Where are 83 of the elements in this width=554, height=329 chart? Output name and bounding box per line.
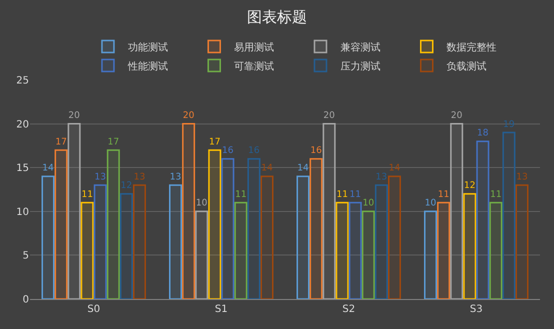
data-label: 11 [350, 190, 362, 200]
y-tick-label: 20 [16, 119, 29, 130]
data-label: 11 [336, 190, 348, 200]
bar [120, 193, 133, 299]
data-label: 10 [424, 198, 437, 209]
data-label: 16 [310, 146, 322, 156]
data-label: 14 [388, 164, 400, 174]
legend-label: 兼容测试 [340, 41, 380, 54]
data-label: 14 [42, 164, 54, 174]
y-tick-label: 15 [16, 163, 29, 174]
data-label: 18 [477, 128, 489, 139]
bar [296, 176, 310, 299]
data-label: 13 [134, 172, 146, 182]
data-label: 14 [261, 164, 273, 174]
legend-label: 压力测试 [340, 60, 380, 72]
data-label: 20 [182, 111, 195, 122]
data-label: 16 [248, 146, 260, 156]
data-label: 11 [490, 190, 502, 200]
data-label: 11 [81, 190, 93, 200]
data-label: 13 [516, 172, 528, 182]
bar [515, 184, 528, 299]
bar [169, 184, 182, 299]
x-tick-label: S1 [214, 304, 228, 315]
x-tick-label: S2 [342, 304, 356, 315]
bar [388, 176, 401, 299]
bar [182, 123, 196, 299]
bar [450, 123, 464, 299]
bar [132, 184, 146, 299]
bar [362, 210, 375, 299]
legend-label: 易用测试 [234, 41, 274, 54]
legend-label: 数据完整性 [446, 41, 497, 54]
bar [476, 140, 490, 299]
data-label: 12 [120, 181, 132, 192]
data-label: 20 [68, 111, 80, 122]
data-label: 10 [362, 198, 374, 209]
bar [68, 123, 81, 299]
bar [195, 210, 208, 299]
bar [221, 158, 234, 299]
data-label: 11 [235, 190, 247, 200]
legend-label: 可靠测试 [234, 60, 274, 72]
bar [424, 210, 438, 299]
bar [94, 184, 107, 299]
data-label: 20 [323, 111, 336, 122]
data-label: 17 [55, 137, 67, 148]
data-label: 13 [376, 172, 388, 182]
data-label: 20 [450, 111, 463, 122]
y-tick-label: 25 [16, 76, 29, 86]
data-label: 13 [94, 172, 106, 182]
x-tick-label: S0 [87, 304, 100, 315]
x-tick-label: S3 [470, 304, 483, 315]
bar [234, 202, 248, 299]
bar [310, 158, 323, 299]
bar [208, 149, 222, 299]
bar [437, 202, 450, 299]
data-label: 10 [196, 198, 208, 209]
data-label: 17 [208, 137, 220, 148]
y-tick-label: 5 [22, 250, 29, 262]
bar [54, 149, 68, 299]
data-label: 12 [464, 181, 476, 192]
data-label: 17 [108, 137, 120, 148]
bar [247, 158, 260, 299]
bar [348, 202, 362, 299]
chart-title: 图表标题 [247, 8, 307, 26]
data-label: 14 [297, 164, 310, 174]
bar [106, 149, 120, 299]
bar [502, 132, 516, 299]
data-label: 19 [503, 120, 515, 130]
y-tick-label: 0 [22, 294, 29, 306]
bar [374, 184, 388, 299]
bar [42, 176, 55, 299]
data-label: 13 [170, 172, 182, 182]
data-label: 16 [222, 146, 234, 156]
legend-label: 功能测试 [128, 41, 168, 54]
bar [260, 176, 274, 299]
bar [80, 202, 94, 299]
bar [489, 202, 502, 299]
legend-label: 负载测试 [446, 60, 487, 72]
data-label: 11 [438, 190, 450, 200]
bar [463, 193, 476, 299]
bar [322, 123, 336, 299]
y-tick-label: 10 [16, 206, 29, 218]
bar [336, 202, 349, 299]
legend-label: 性能测试 [126, 60, 168, 72]
